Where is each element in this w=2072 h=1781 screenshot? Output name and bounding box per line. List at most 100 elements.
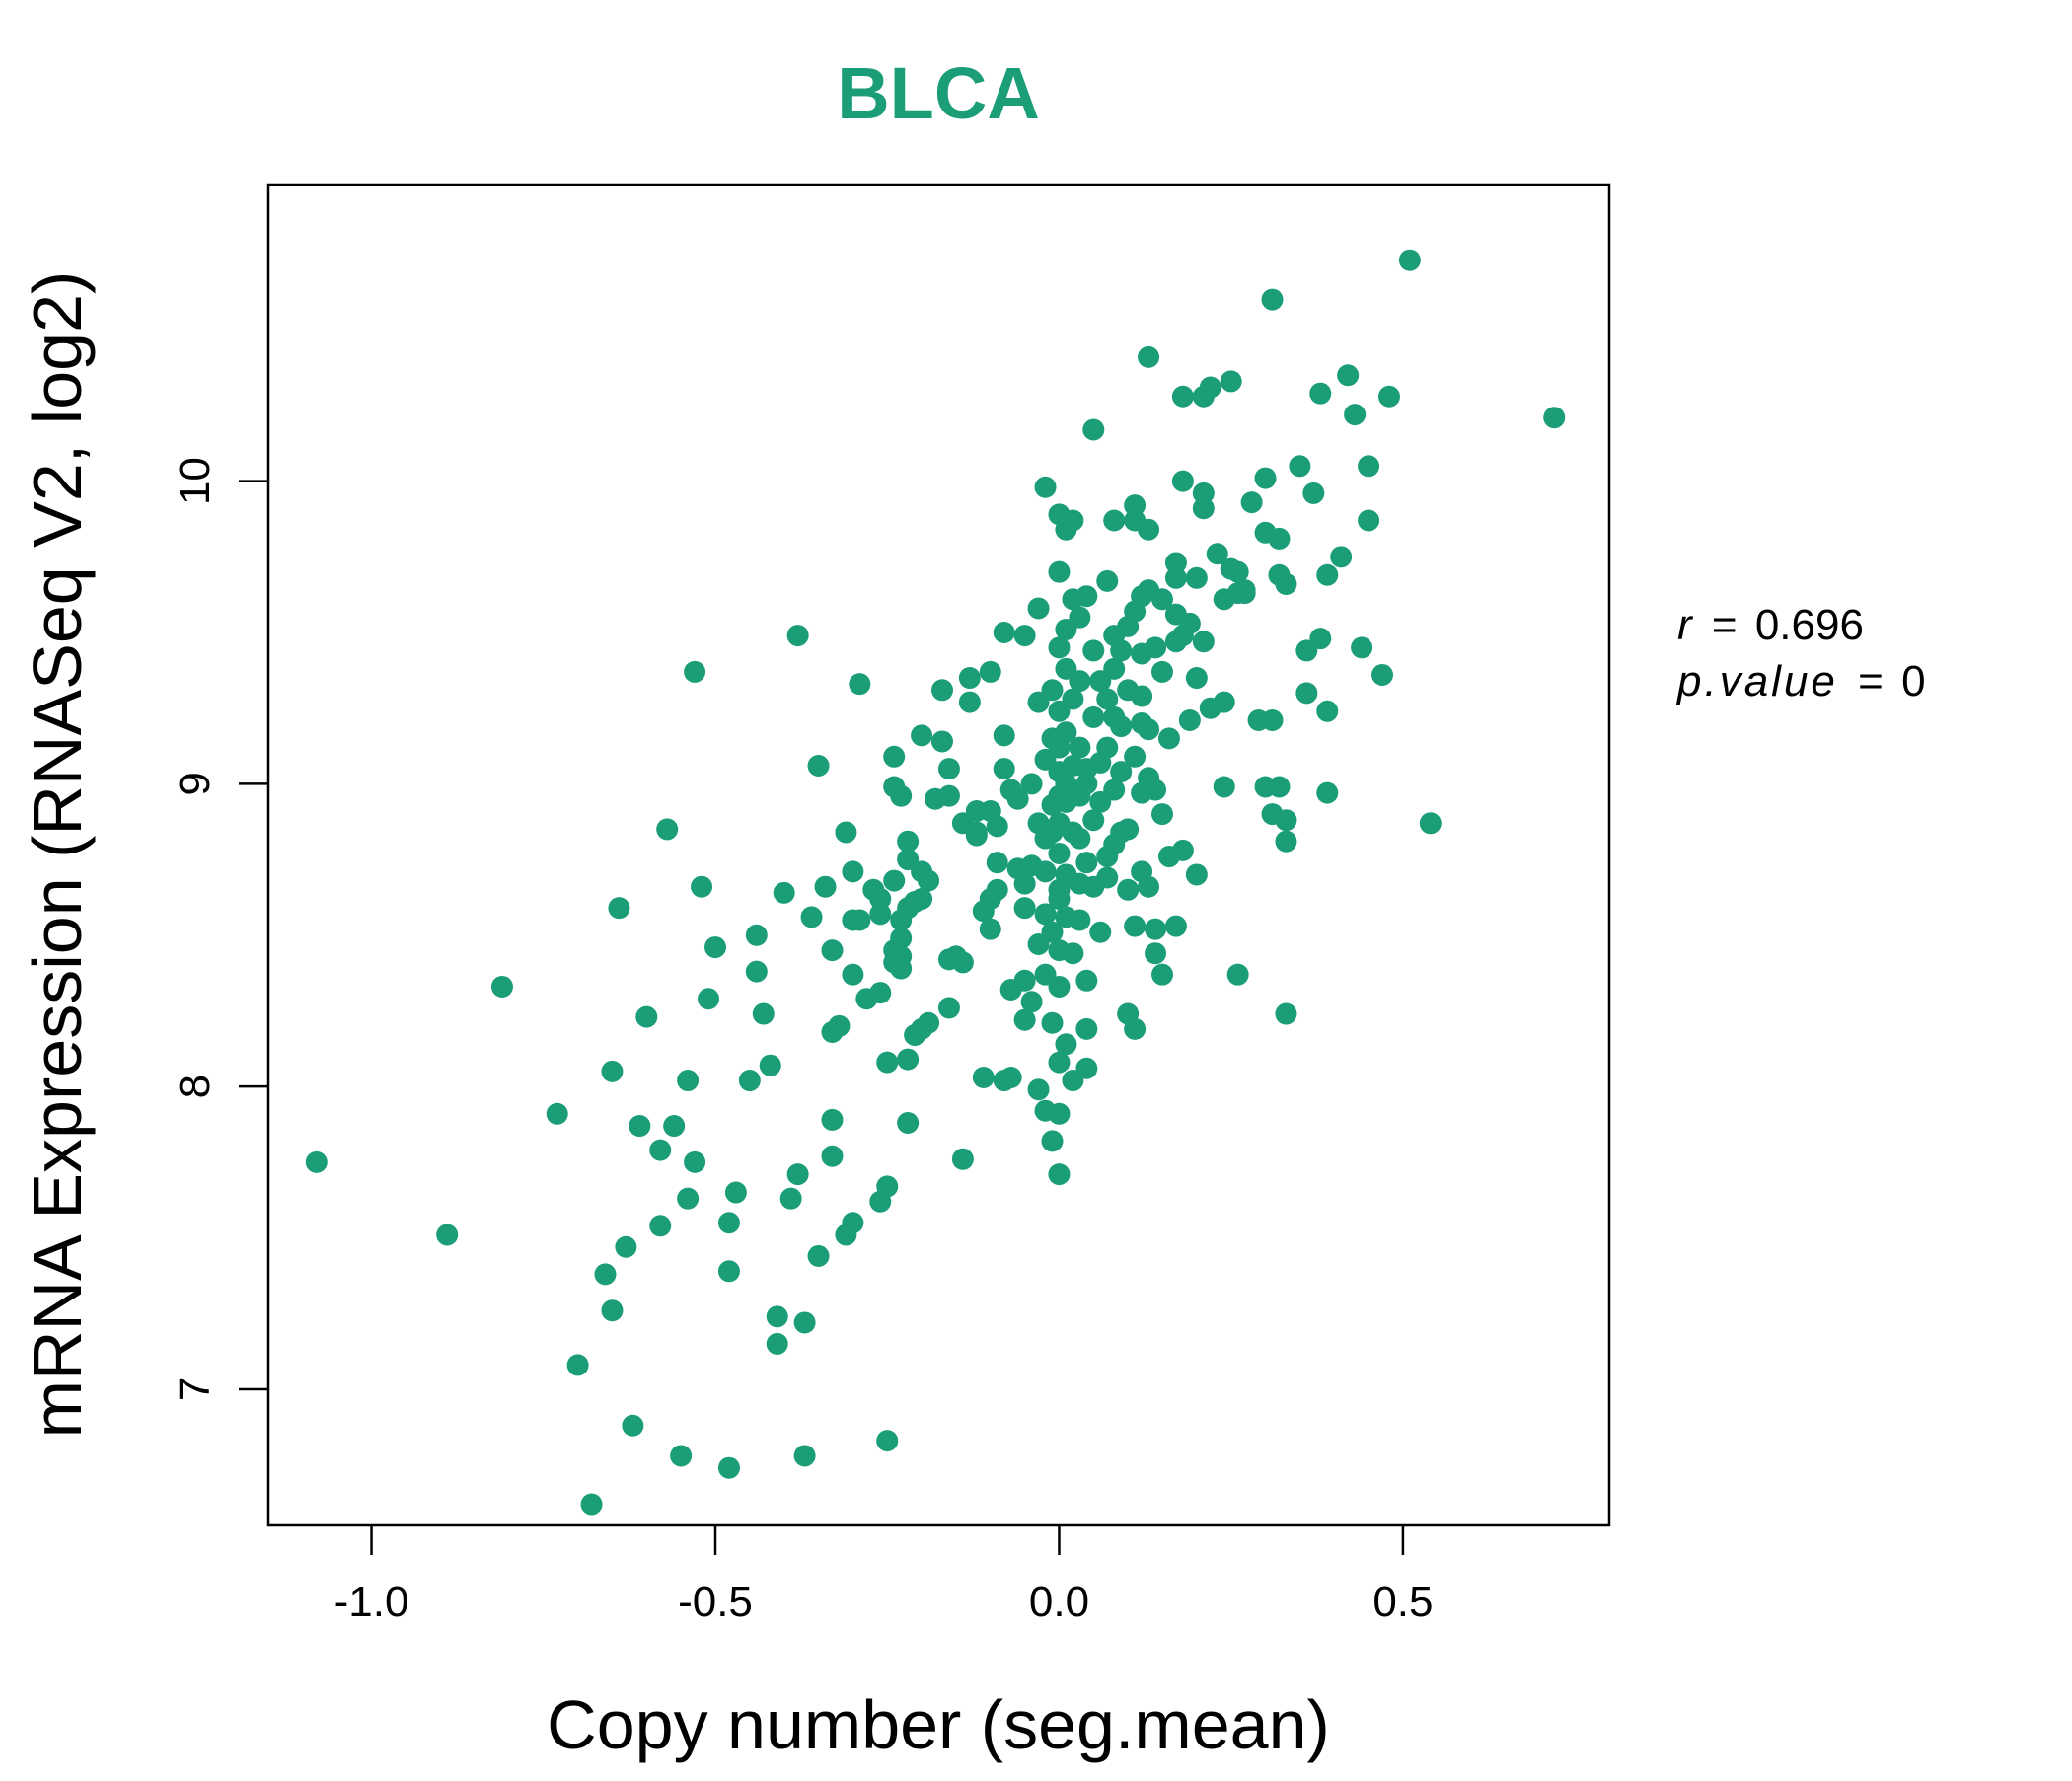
data-point — [1185, 566, 1208, 589]
data-point — [1027, 1078, 1050, 1101]
data-point — [738, 1070, 761, 1092]
data-point — [986, 852, 1008, 874]
data-point — [1048, 560, 1071, 583]
data-point — [1020, 773, 1043, 795]
data-point — [608, 897, 630, 920]
data-point — [1151, 660, 1173, 683]
y-axis: 7 8 9 10 — [171, 457, 268, 1401]
data-point — [1261, 708, 1284, 731]
data-point — [684, 1150, 706, 1173]
p-value: 0 — [1901, 657, 1925, 705]
data-point — [1358, 509, 1380, 532]
data-point — [918, 869, 940, 892]
data-point — [1275, 830, 1297, 853]
data-point — [1268, 776, 1291, 798]
data-point — [821, 1108, 844, 1131]
data-point — [1164, 552, 1187, 574]
data-point — [1034, 476, 1057, 498]
data-point — [849, 673, 871, 696]
data-point — [890, 784, 913, 807]
data-point — [1377, 385, 1400, 408]
data-point — [1171, 385, 1194, 408]
data-point — [951, 1148, 974, 1170]
data-point — [1178, 612, 1201, 634]
data-point — [1138, 718, 1160, 741]
data-point — [793, 1445, 816, 1467]
data-point — [999, 1066, 1022, 1088]
data-point — [1082, 705, 1105, 728]
data-point — [724, 1181, 747, 1204]
r-label: r — [1677, 601, 1694, 649]
data-point — [965, 824, 988, 847]
data-point — [911, 724, 933, 747]
data-point — [876, 1430, 899, 1452]
data-point — [972, 1066, 995, 1088]
data-point — [717, 1456, 740, 1479]
data-point — [704, 936, 726, 959]
data-point — [752, 1002, 775, 1025]
data-point — [1110, 639, 1133, 662]
data-point — [1358, 455, 1380, 478]
data-point — [1138, 518, 1160, 541]
data-point — [869, 982, 892, 1004]
data-points — [305, 249, 1566, 1516]
data-point — [684, 660, 706, 683]
data-point — [1048, 636, 1071, 659]
data-point — [1226, 963, 1249, 986]
data-point — [1013, 1008, 1036, 1031]
data-point — [842, 860, 864, 883]
data-point — [958, 667, 981, 690]
data-point — [1069, 909, 1091, 931]
y-tick-label: 9 — [171, 772, 219, 795]
data-point — [1275, 1002, 1297, 1025]
data-point — [786, 1163, 809, 1186]
data-point — [793, 1311, 816, 1334]
data-point — [1192, 482, 1215, 504]
data-point — [1316, 563, 1339, 586]
data-point — [1371, 663, 1394, 686]
data-point — [745, 924, 768, 946]
data-point — [649, 1215, 672, 1237]
data-point — [1069, 670, 1091, 693]
data-point — [958, 691, 981, 713]
data-point — [883, 869, 906, 892]
data-point — [1117, 878, 1140, 901]
data-point — [1151, 803, 1173, 826]
data-point — [1268, 527, 1291, 550]
plot-frame — [266, 183, 1611, 1527]
data-point — [1124, 1017, 1147, 1040]
data-point — [1048, 975, 1071, 998]
data-point — [1213, 691, 1235, 713]
data-point — [1075, 773, 1098, 795]
data-point — [1069, 606, 1091, 629]
chart-title: BLCA — [837, 52, 1040, 134]
data-point — [1206, 543, 1228, 565]
data-point — [1316, 781, 1339, 804]
y-axis-label: mRNA Expression (RNASeq V2, log2) — [19, 271, 96, 1439]
data-point — [986, 878, 1008, 901]
p-equals: = — [1858, 657, 1884, 705]
data-point — [773, 881, 795, 904]
x-tick-label: -0.5 — [678, 1578, 753, 1626]
data-point — [779, 1187, 802, 1210]
data-point — [1171, 470, 1194, 492]
data-point — [1309, 628, 1332, 650]
data-point — [876, 1051, 899, 1074]
data-point — [1275, 809, 1297, 832]
data-point — [1254, 467, 1277, 489]
data-point — [1041, 679, 1064, 702]
p-value-annotation: p.value = 0 — [1675, 657, 1926, 705]
data-point — [691, 875, 713, 898]
correlation-annotation: r = 0.696 — [1677, 601, 1864, 649]
data-point — [1220, 370, 1242, 393]
data-point — [601, 1299, 624, 1322]
data-point — [1006, 787, 1029, 810]
data-point — [1295, 682, 1318, 705]
data-point — [1261, 288, 1284, 311]
data-point — [1337, 364, 1360, 387]
data-point — [869, 887, 892, 910]
x-tick-label: 0.5 — [1372, 1578, 1433, 1626]
data-point — [1302, 482, 1325, 504]
data-point — [1145, 636, 1167, 659]
data-point — [979, 918, 1001, 940]
